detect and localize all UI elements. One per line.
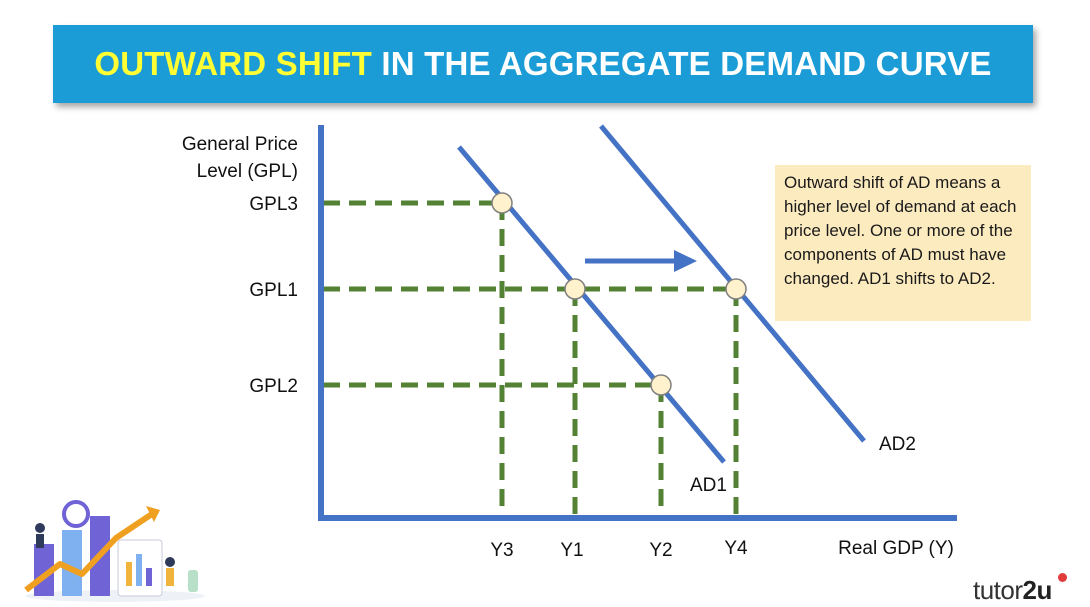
y4-label: Y4 [724,538,748,559]
y-axis-label-line1: General Price [182,134,298,155]
point-gpl1-y4 [725,278,747,300]
ad2-label: AD2 [879,434,916,455]
x-axis-label: Real GDP (Y) [838,538,954,559]
title-banner: OUTWARD SHIFT IN THE AGGREGATE DEMAND CU… [53,25,1033,103]
ad1-label: AD1 [690,475,727,496]
point-gpl2-y2 [650,374,672,396]
gpl2-label: GPL2 [249,376,298,397]
growth-chart-illustration [24,500,205,602]
y-axis-label-line2: Level (GPL) [197,161,298,182]
brand-name-part1: tutor [973,575,1023,605]
shift-arrow-head [674,250,697,272]
y3-label: Y3 [490,540,513,561]
gpl3-label: GPL3 [249,194,298,215]
title-rest: IN THE AGGREGATE DEMAND CURVE [371,45,992,82]
y1-label: Y1 [560,540,583,561]
brand-dot-icon [1058,573,1067,582]
point-gpl1-y1 [564,278,586,300]
gpl1-label: GPL1 [249,280,298,301]
title-highlight: OUTWARD SHIFT [94,45,372,82]
point-gpl3-y3 [491,192,513,214]
callout-box: Outward shift of AD means a higher level… [775,165,1031,321]
brand-name-part2: 2u [1022,575,1053,605]
brand-logo: tutor2u [973,575,1052,606]
y2-label: Y2 [649,540,672,561]
